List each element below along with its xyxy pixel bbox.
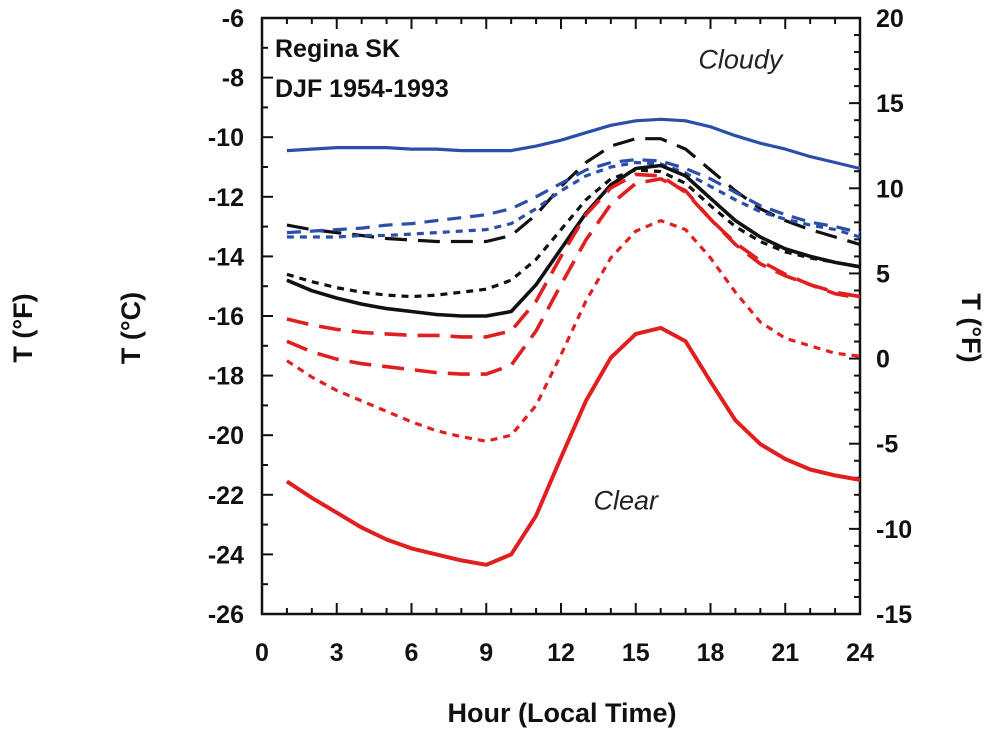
plot-frame <box>260 16 862 616</box>
plot-frame-rect <box>260 16 862 616</box>
x-tick-label: 0 <box>255 639 269 667</box>
y-tick-label: -22 <box>208 482 244 510</box>
series-line-7 <box>286 172 861 339</box>
y-right-tick-label: 0 <box>876 346 890 374</box>
y-tick-label: -12 <box>208 184 244 212</box>
y-axis-title-left: T (°C) <box>116 292 146 364</box>
y-right-tick-label: 15 <box>876 90 904 118</box>
y-right-tick-label: -5 <box>876 431 898 459</box>
axis-ticks <box>261 17 861 615</box>
y-right-tick-label: -10 <box>876 516 912 544</box>
series-line-5 <box>286 168 861 299</box>
y-tick-label: -26 <box>208 601 244 629</box>
series-line-4 <box>286 160 861 239</box>
series-line-9 <box>286 219 861 443</box>
y-right-tick-label: 20 <box>876 5 904 33</box>
y-tick-label: -24 <box>208 541 244 569</box>
x-tick-label: 9 <box>479 639 493 667</box>
series-line-3 <box>286 158 861 235</box>
y-tick-label: -18 <box>208 363 244 391</box>
y-tick-label: -20 <box>208 422 244 450</box>
y-tick-label: -14 <box>208 243 244 271</box>
x-tick-label: 24 <box>846 639 874 667</box>
y-tick-label: -6 <box>222 5 244 33</box>
series-line-6 <box>286 163 861 318</box>
series-line-8 <box>286 177 861 376</box>
x-tick-label: 18 <box>697 639 725 667</box>
series-line-2 <box>286 137 861 247</box>
annotation-clear: Clear <box>594 486 660 516</box>
y-tick-label: -10 <box>208 124 244 152</box>
y-right-tick-label: 10 <box>876 175 904 203</box>
x-tick-label: 21 <box>771 639 799 667</box>
y-axis-title-outer-left: T (°F) <box>8 293 38 362</box>
chart-title-line-1: Regina SK <box>275 35 400 63</box>
series-line-10 <box>285 325 861 567</box>
y-axis-title-right: T (°F) <box>956 293 986 362</box>
series-lines <box>285 117 861 567</box>
y-tick-label: -8 <box>222 65 244 93</box>
x-axis-title: Hour (Local Time) <box>447 698 676 728</box>
x-tick-label: 15 <box>622 639 650 667</box>
annotation-cloudy: Cloudy <box>698 45 784 75</box>
chart-title-line-2: DJF 1954-1993 <box>275 75 449 103</box>
y-tick-label: -16 <box>208 303 244 331</box>
x-tick-label: 12 <box>547 639 575 667</box>
x-tick-label: 6 <box>405 639 419 667</box>
series-line-1 <box>286 117 861 171</box>
x-tick-label: 3 <box>330 639 344 667</box>
y-right-tick-label: -15 <box>876 601 912 629</box>
y-right-tick-label: 5 <box>876 260 890 288</box>
tick-labels: 0 3 6 9 12 15 18 21 24 -26 -24 -22 -20 -18 -16 -14 -12 -1… <box>208 5 912 667</box>
